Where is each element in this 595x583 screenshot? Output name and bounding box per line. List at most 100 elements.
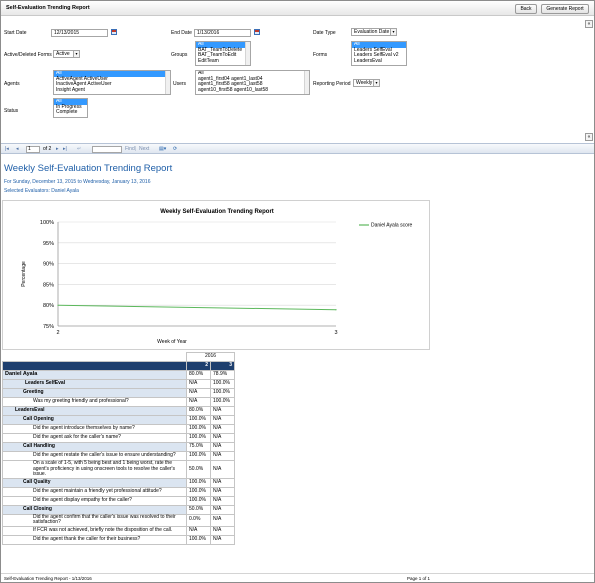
score-cell: N/A xyxy=(186,379,211,389)
chevron-down-icon: ▾ xyxy=(390,29,396,35)
title-bar: Self-Evaluation Trending Report Back Gen… xyxy=(1,1,594,16)
status-label: Status xyxy=(4,108,19,114)
agents-option[interactable]: All xyxy=(54,71,170,77)
agents-option[interactable]: Insight Agent xyxy=(56,86,85,93)
agents-label: Agents xyxy=(4,81,20,87)
score-cell: 100.0% xyxy=(210,388,235,398)
forms-option[interactable]: Leaders SelfEval v2 xyxy=(354,52,399,59)
status-option[interactable]: All xyxy=(54,99,87,105)
active-forms-value: Active xyxy=(56,51,70,57)
refresh-icon[interactable]: ⟳ xyxy=(173,146,178,152)
report-toolbar: |◂ ◂ 1 of 2 ▸ ▸| ↵ Find | Next ▤▾ ⟳ xyxy=(1,143,594,154)
last-page-icon[interactable]: ▸| xyxy=(63,146,67,152)
row-label: Did the agent ask for the caller's name? xyxy=(2,433,187,443)
forms-listbox[interactable]: All Leaders SelfEval Leaders SelfEval v2… xyxy=(351,41,407,66)
reporting-period-select[interactable]: Weekly ▾ xyxy=(353,79,380,87)
table-row: Did the agent restate the caller's issue… xyxy=(2,451,235,461)
score-cell: N/A xyxy=(186,397,211,407)
score-cell: N/A xyxy=(210,406,235,416)
x-tick-label: 3 xyxy=(334,330,337,336)
week-header: 2 xyxy=(186,361,211,371)
footer-report-name: Self-Evaluation Trending Report - 1/13/2… xyxy=(4,576,92,581)
next-link[interactable]: Next xyxy=(139,146,150,152)
status-listbox[interactable]: All In Progress Complete xyxy=(53,98,88,118)
score-cell: 100.0% xyxy=(186,477,211,488)
parameters-panel: Start Date 12/13/2015 End Date 1/13/2016… xyxy=(1,17,584,142)
forms-option[interactable]: Leaders SelfEval xyxy=(354,46,392,53)
report-title: Weekly Self-Evaluation Trending Report xyxy=(4,163,173,174)
score-cell: 100.0% xyxy=(186,486,211,497)
row-label: Leaders SelfEval xyxy=(2,379,187,389)
agents-option[interactable]: InactiveAgent ActiveUser xyxy=(56,81,112,88)
start-date-input[interactable]: 12/13/2015 xyxy=(51,29,108,37)
score-cell: 80.0% xyxy=(186,406,211,416)
scrollbar[interactable] xyxy=(165,71,170,94)
users-option[interactable]: agent1_first58 agent1_last58 xyxy=(198,81,263,88)
end-date-input[interactable]: 1/13/2016 xyxy=(194,29,251,37)
page-input[interactable]: 1 xyxy=(26,146,40,153)
groups-listbox[interactable]: All BAT_TeamToDelete BAT_TeamToEdit Edit… xyxy=(195,41,251,66)
scrollbar[interactable] xyxy=(245,42,250,65)
score-cell: 100.0% xyxy=(186,433,211,443)
groups-option[interactable]: BAT_TeamToDelete xyxy=(198,46,243,53)
groups-option[interactable]: All xyxy=(196,42,250,48)
agents-option[interactable]: ActiveAgent ActiveUser xyxy=(56,75,108,82)
first-page-icon[interactable]: |◂ xyxy=(5,146,9,152)
agents-listbox[interactable]: All ActiveAgent ActiveUser InactiveAgent… xyxy=(53,70,171,95)
prev-page-icon[interactable]: ◂ xyxy=(16,146,19,152)
row-label: Call Handling xyxy=(2,442,187,452)
scrollbar[interactable] xyxy=(304,71,309,94)
score-cell: 75.0% xyxy=(186,442,211,452)
status-option[interactable]: In Progress xyxy=(56,103,82,110)
back-button[interactable]: Back xyxy=(515,4,537,14)
reporting-period-label: Reporting Period xyxy=(313,81,351,87)
score-cell: 100.0% xyxy=(186,424,211,434)
users-label: Users xyxy=(173,81,187,87)
users-option[interactable]: agent10_first58 agent10_last58 xyxy=(198,86,269,93)
users-listbox[interactable]: All agent1_first04 agent1_last04 agent1_… xyxy=(195,70,310,95)
find-separator: | xyxy=(135,146,137,152)
end-date-calendar-icon[interactable] xyxy=(254,29,260,35)
next-page-icon[interactable]: ▸ xyxy=(56,146,59,152)
app-title: Self-Evaluation Trending Report xyxy=(6,5,90,11)
groups-option[interactable]: BAT_TeamToEdit xyxy=(198,52,237,59)
score-cell: 0.0% xyxy=(186,513,211,527)
groups-option[interactable]: EditTeam xyxy=(198,57,219,64)
forms-option[interactable]: All xyxy=(352,42,406,48)
start-date-label: Start Date xyxy=(4,30,27,36)
forms-option[interactable]: LeadersEval xyxy=(354,57,382,64)
table-row: Daniel Ayala 80.0% 78.9% xyxy=(2,370,235,380)
generate-report-button[interactable]: Generate Report xyxy=(541,4,589,14)
score-cell: N/A xyxy=(210,486,235,497)
row-label: LeadersEval xyxy=(2,406,187,416)
table-row: Did the agent introduce themselves by na… xyxy=(2,424,235,434)
collapse-params-icon[interactable]: « xyxy=(585,20,593,28)
back-arrow-icon[interactable]: ↵ xyxy=(77,146,82,152)
find-input[interactable] xyxy=(92,146,122,153)
users-option[interactable]: All xyxy=(198,70,204,76)
row-label: Greeting xyxy=(2,388,187,398)
trend-chart-svg: Weekly Self-Evaluation Trending Report 75… xyxy=(21,209,413,345)
status-option[interactable]: Complete xyxy=(56,109,78,116)
active-forms-select[interactable]: Active ▾ xyxy=(53,50,80,58)
export-icon[interactable]: ▤▾ xyxy=(159,146,167,152)
table-row: Call Quality 100.0% N/A xyxy=(2,477,235,488)
users-option[interactable]: agent1_first04 agent1_last04 xyxy=(198,75,263,82)
date-type-select[interactable]: Evaluation Date ▾ xyxy=(351,28,397,36)
trend-chart: Weekly Self-Evaluation Trending Report 75… xyxy=(2,200,430,350)
score-cell: 78.9% xyxy=(210,370,235,380)
table-row: Did the agent thank the caller for their… xyxy=(2,534,235,545)
row-label: Call Closing xyxy=(2,504,187,515)
collapse-toolbar-icon[interactable]: « xyxy=(585,133,593,141)
score-cell: N/A xyxy=(210,504,235,515)
y-tick-label: 90% xyxy=(43,262,54,268)
start-date-calendar-icon[interactable] xyxy=(111,29,117,35)
footer-page-number: Page 1 of 1 xyxy=(407,576,431,581)
series-line xyxy=(57,304,337,311)
find-link[interactable]: Find xyxy=(125,146,135,152)
blank-cell xyxy=(2,361,187,371)
results-table: 2016 2 3 Daniel Ayala 80.0% 78.9% Leaders Self… xyxy=(2,352,235,545)
page-footer: Self-Evaluation Trending Report - 1/13/2… xyxy=(1,573,594,582)
x-tick-label: 2 xyxy=(56,330,59,336)
